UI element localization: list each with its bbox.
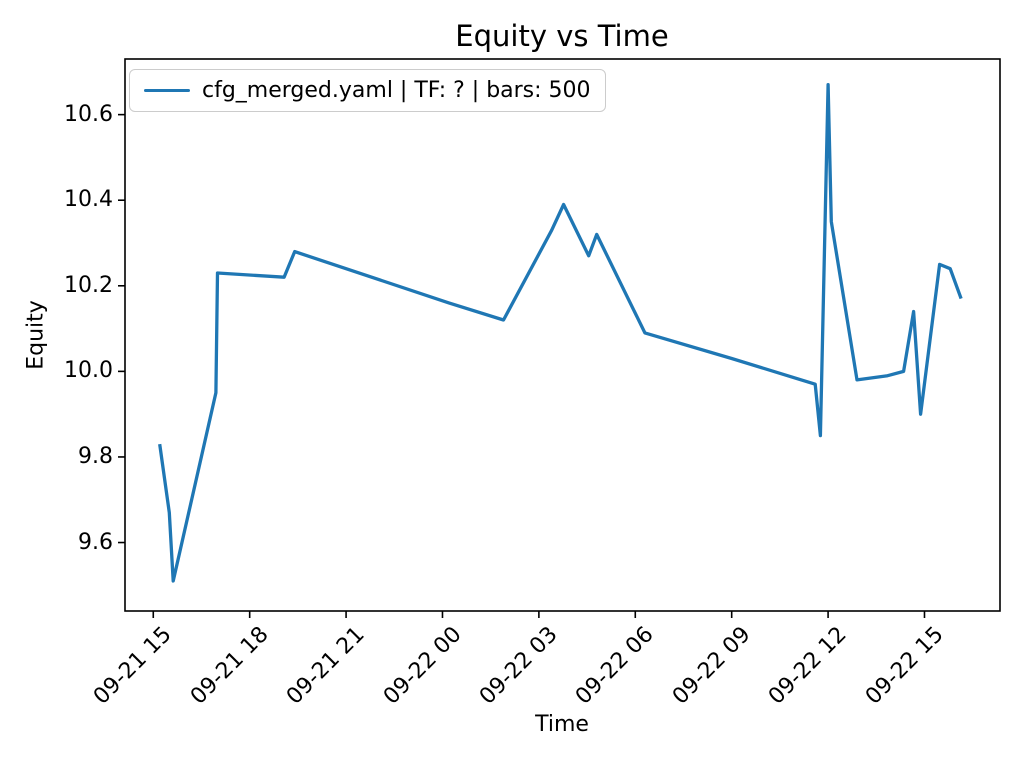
x-axis-label: Time [535, 712, 589, 737]
y-tick-label: 10.0 [64, 358, 113, 384]
axes-spines [124, 58, 1001, 612]
y-tick-label: 10.6 [64, 101, 113, 127]
chart-title: Equity vs Time [455, 19, 669, 53]
y-tick-label: 10.2 [64, 272, 113, 298]
legend-label: cfg_merged.yaml | TF: ? | bars: 500 [202, 78, 591, 103]
legend-line-sample [144, 88, 190, 93]
y-tick-label: 9.8 [78, 443, 113, 469]
y-tick-label: 10.4 [64, 187, 113, 213]
y-axis-label: Equity [23, 300, 49, 370]
legend: cfg_merged.yaml | TF: ? | bars: 500 [129, 69, 606, 112]
equity-line [158, 83, 963, 583]
y-tick-label: 9.6 [78, 529, 113, 555]
